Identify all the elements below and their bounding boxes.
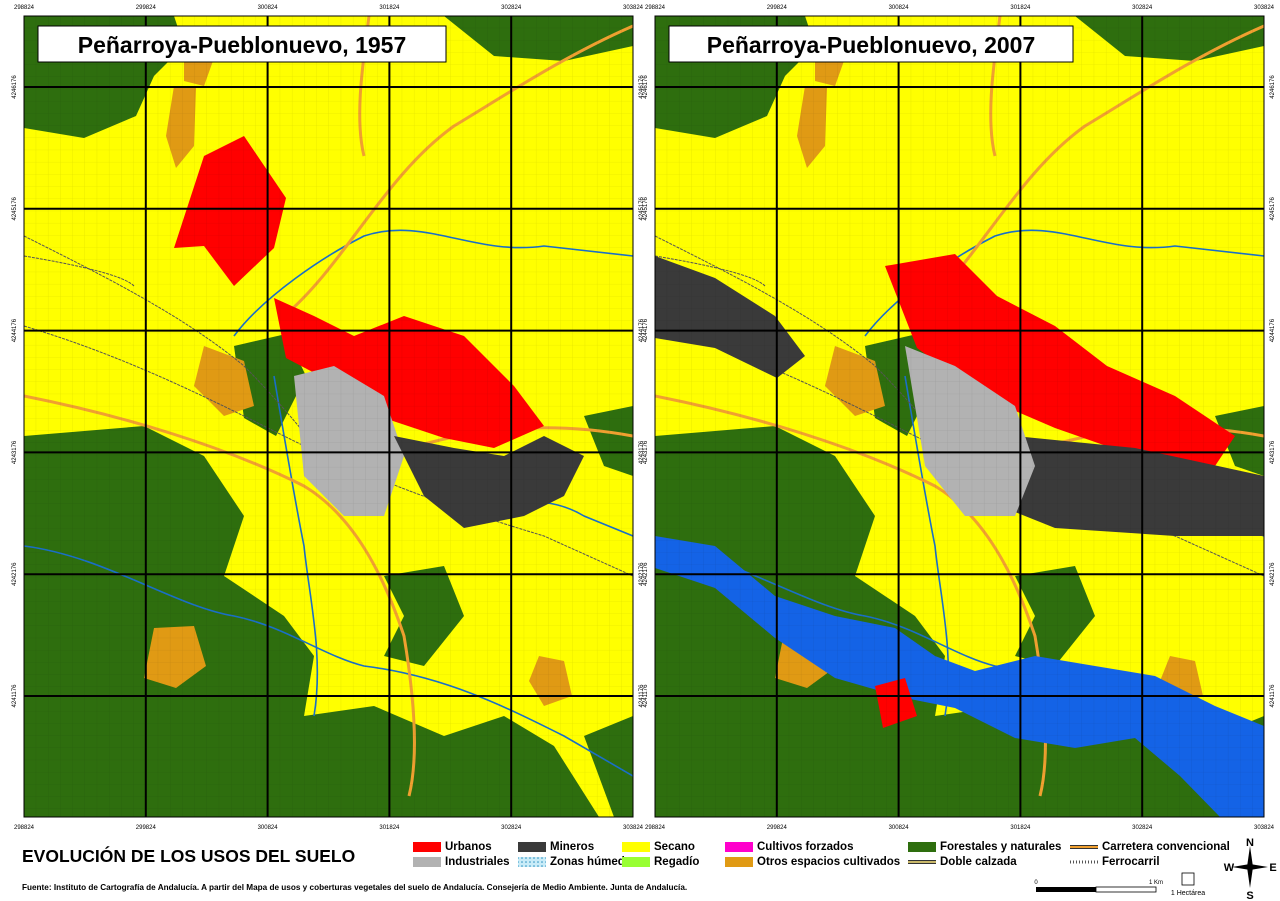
y-coord-label: 4246176: [639, 75, 645, 99]
source: Fuente: Instituto de Cartografía de Anda…: [22, 883, 687, 892]
x-coord-label: 301824: [1010, 5, 1031, 11]
legend-label: Secano: [654, 841, 695, 853]
legend-label: Mineros: [550, 841, 594, 853]
legend-label: Carretera convencional: [1102, 841, 1230, 853]
legend-swatch: [725, 842, 753, 852]
legend-title: EVOLUCIÓN DE LOS USOS DEL SUELO: [22, 845, 355, 866]
y-coord-label: 4245176: [639, 196, 645, 220]
fine-grid: [24, 16, 633, 817]
compass-e: E: [1269, 862, 1276, 874]
x-coord-label: 298824: [645, 825, 666, 831]
scale-area: 1 Hectárea: [1171, 890, 1205, 897]
x-coord-label: 301824: [379, 5, 400, 11]
y-coord-label: 4244176: [643, 318, 649, 342]
legend-swatch: [622, 842, 650, 852]
legend-label: Ferrocarril: [1102, 856, 1160, 868]
x-coord-label: 298824: [645, 5, 666, 11]
legend-label: Cultivos forzados: [757, 841, 853, 853]
y-coord-label: 4245176: [12, 196, 18, 220]
legend-swatch: [908, 842, 936, 852]
map-panel: Peñarroya-Pueblonuevo, 2007: [654, 15, 1265, 818]
x-coord-label: 299824: [136, 5, 157, 11]
x-coord-label: 300824: [889, 5, 910, 11]
legend-swatch: [413, 842, 441, 852]
y-coord-label: 4243176: [639, 440, 645, 464]
x-coord-label: 299824: [767, 825, 788, 831]
fine-grid: [655, 16, 1264, 817]
y-coord-label: 4243176: [643, 440, 649, 464]
legend-label: Urbanos: [445, 841, 492, 853]
scale-end: 1 Km: [1149, 880, 1163, 886]
x-coord-label: 298824: [14, 825, 35, 831]
y-coord-label: 4241176: [12, 684, 18, 708]
x-coord-label: 302824: [1132, 825, 1153, 831]
x-coord-label: 303824: [1254, 825, 1275, 831]
y-coord-label: 4241176: [643, 684, 649, 708]
legend-label: Otros espacios cultivados: [757, 856, 900, 868]
y-coord-label: 4242176: [639, 562, 645, 586]
legend-swatch: [518, 842, 546, 852]
legend-swatch: [518, 857, 546, 867]
legend-label: Industriales: [445, 856, 510, 868]
y-coord-label: 4246176: [1270, 75, 1276, 99]
legend-swatch: [622, 857, 650, 867]
maps: Peñarroya-Pueblonuevo, 1957 298824 298824 2…: [12, 5, 1276, 831]
legend-label: Regadío: [654, 856, 699, 868]
x-coord-label: 303824: [623, 5, 644, 11]
title-box: [668, 25, 1074, 63]
y-coord-label: 4244176: [639, 318, 645, 342]
legend-swatch: [725, 857, 753, 867]
y-coord-label: 4246176: [12, 75, 18, 99]
x-coord-label: 303824: [623, 825, 644, 831]
y-coord-label: 4242176: [1270, 562, 1276, 586]
map-title: Peñarroya-Pueblonuevo, 1957: [78, 32, 407, 58]
map-frame: [23, 15, 634, 818]
y-coord-label: 4244176: [1270, 318, 1276, 342]
legend-label: Doble calzada: [940, 856, 1017, 868]
compass-s: S: [1246, 890, 1253, 901]
legend-swatch: [413, 857, 441, 867]
y-coord-label: 4246176: [643, 75, 649, 99]
x-coord-label: 300824: [258, 825, 279, 831]
y-coord-label: 4244176: [12, 318, 18, 342]
x-coord-label: 301824: [379, 825, 400, 831]
x-coord-label: 302824: [501, 825, 522, 831]
x-coord-label: 299824: [136, 825, 157, 831]
x-coord-label: 302824: [1132, 5, 1153, 11]
x-coord-label: 299824: [767, 5, 788, 11]
y-coord-label: 4245176: [643, 196, 649, 220]
x-coord-label: 300824: [889, 825, 910, 831]
x-coord-label: 300824: [258, 5, 279, 11]
legend-label: Forestales y naturales: [940, 841, 1061, 853]
y-coord-label: 4243176: [12, 440, 18, 464]
y-coord-label: 4241176: [639, 684, 645, 708]
y-coord-label: 4245176: [1270, 196, 1276, 220]
title-box: [37, 25, 447, 63]
scale-bar: 0 1 Km 1 Hectárea: [1034, 872, 1205, 897]
x-coord-label: 301824: [1010, 825, 1031, 831]
x-coord-label: 302824: [501, 5, 522, 11]
scale-start: 0: [1034, 880, 1038, 886]
legend: Urbanos Industriales Mineros Zonas húmedas S…: [413, 841, 1230, 868]
x-coord-label: 303824: [1254, 5, 1275, 11]
y-coord-label: 4243176: [1270, 440, 1276, 464]
legend-label: Zonas húmedas: [550, 856, 638, 868]
y-coord-label: 4242176: [643, 562, 649, 586]
map-title: Peñarroya-Pueblonuevo, 2007: [707, 32, 1036, 58]
compass: N E S W: [1224, 837, 1277, 901]
y-coord-label: 4242176: [12, 562, 18, 586]
map-frame: [654, 15, 1265, 818]
compass-w: W: [1224, 862, 1235, 874]
y-coord-label: 4241176: [1270, 684, 1276, 708]
compass-n: N: [1246, 837, 1254, 849]
x-coord-label: 298824: [14, 5, 35, 11]
map-panel: Peñarroya-Pueblonuevo, 1957: [23, 15, 634, 818]
